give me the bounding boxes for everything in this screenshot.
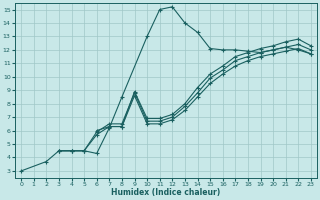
- X-axis label: Humidex (Indice chaleur): Humidex (Indice chaleur): [111, 188, 221, 197]
